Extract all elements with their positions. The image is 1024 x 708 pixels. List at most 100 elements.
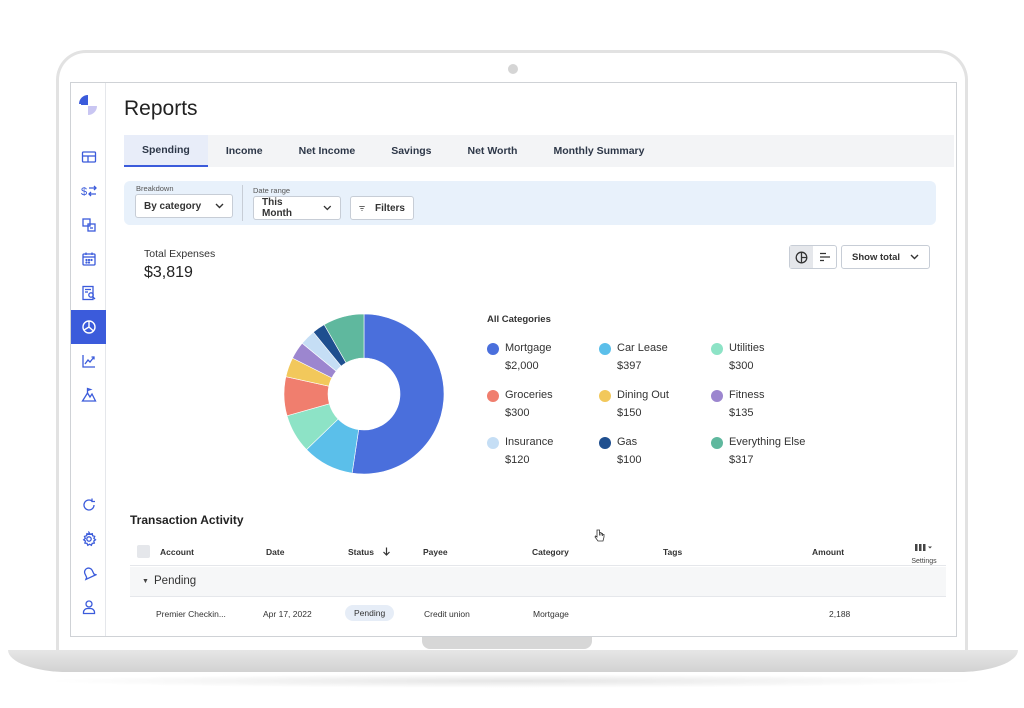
tab-savings[interactable]: Savings	[391, 145, 432, 157]
select-all-checkbox[interactable]	[137, 545, 150, 558]
donut-slice-mortgage[interactable]	[351, 313, 445, 475]
legend-item[interactable]: Mortgage $2,000	[487, 340, 607, 376]
tab-monthly-summary[interactable]: Monthly Summary	[553, 145, 645, 157]
breakdown-value: By category	[144, 200, 202, 212]
date-range-value: This Month	[262, 197, 292, 219]
legend-item[interactable]: Insurance $120	[487, 434, 607, 470]
date-range-label: Date range	[253, 186, 291, 195]
legend-item[interactable]: Fitness $135	[711, 387, 831, 423]
filters-label: Filters	[374, 202, 405, 214]
cell-account: Premier Checkin...	[156, 609, 226, 619]
laptop-notch	[422, 637, 592, 649]
total-expenses-label: Total Expenses	[144, 248, 216, 260]
column-payee[interactable]: Payee	[423, 547, 448, 557]
tab-net-worth[interactable]: Net Worth	[467, 145, 518, 157]
filter-divider	[242, 185, 243, 221]
tab-spending[interactable]: Spending	[124, 135, 208, 167]
app-logo	[79, 95, 97, 115]
laptop-shadow	[40, 674, 984, 688]
app-screen: $ Reports	[70, 82, 957, 637]
legend-item[interactable]: Everything Else $317	[711, 434, 831, 470]
investments-icon[interactable]	[71, 344, 106, 378]
filter-icon	[359, 205, 365, 211]
legend-value: $397	[617, 360, 642, 372]
reports-icon[interactable]	[71, 310, 106, 344]
chevron-down-icon	[323, 205, 332, 211]
column-date[interactable]: Date	[266, 547, 285, 557]
column-account[interactable]: Account	[160, 547, 194, 557]
legend-value: $120	[505, 454, 530, 466]
legend-value: $300	[505, 407, 530, 419]
chevron-down-icon	[215, 203, 224, 209]
pending-group-row[interactable]: ▼ Pending	[130, 567, 946, 597]
status-badge: Pending	[345, 605, 395, 621]
profile-icon[interactable]	[71, 590, 106, 624]
dashboard-icon[interactable]	[71, 140, 106, 174]
filter-bar: Breakdown By category Date range This Mo…	[124, 181, 936, 225]
bar-view-button[interactable]	[813, 246, 836, 268]
laptop-base	[8, 650, 1018, 672]
legend-item[interactable]: Groceries $300	[487, 387, 607, 423]
legend-label: Everything Else	[729, 436, 806, 448]
legend-color-dot	[487, 390, 499, 402]
legend-color-dot	[487, 343, 499, 355]
column-status-label: Status	[348, 547, 374, 557]
table-row[interactable]: Premier Checkin... Apr 17, 2022 Pending …	[130, 599, 946, 629]
legend-item[interactable]: Gas $100	[599, 434, 719, 470]
show-total-select[interactable]: Show total	[841, 245, 930, 269]
donut-slice-everything-else[interactable]	[323, 313, 365, 364]
legend-value: $300	[729, 360, 754, 372]
sidebar: $	[71, 83, 106, 636]
cell-date: Apr 17, 2022	[263, 609, 312, 619]
column-category[interactable]: Category	[532, 547, 569, 557]
page-title: Reports	[124, 97, 198, 120]
legend-color-dot	[711, 390, 723, 402]
legend-color-dot	[711, 437, 723, 449]
legend-color-dot	[599, 390, 611, 402]
legend-color-dot	[487, 437, 499, 449]
filters-button[interactable]: Filters	[350, 196, 414, 220]
refresh-icon[interactable]	[71, 488, 106, 522]
pie-view-button[interactable]	[790, 246, 813, 268]
legend-value: $317	[729, 454, 754, 466]
date-range-select[interactable]: This Month	[253, 196, 341, 220]
main-content: Reports Spending Income Net Income Savin…	[106, 83, 956, 636]
legend-value: $135	[729, 407, 754, 419]
column-settings-button[interactable]: Settings	[906, 539, 942, 565]
column-status[interactable]: Status	[348, 547, 391, 557]
transactions-icon[interactable]: $	[71, 174, 106, 208]
legend-item[interactable]: Utilities $300	[711, 340, 831, 376]
legend-item[interactable]: Dining Out $150	[599, 387, 719, 423]
settings-icon[interactable]	[71, 522, 106, 556]
legend-value: $150	[617, 407, 642, 419]
breakdown-select[interactable]: By category	[135, 194, 233, 218]
reports-search-icon[interactable]	[71, 276, 106, 310]
legend-label: Mortgage	[505, 342, 552, 354]
notifications-icon[interactable]	[71, 556, 106, 590]
legend-title: All Categories	[487, 314, 551, 325]
caret-down-icon: ▼	[142, 578, 149, 585]
legend-label: Dining Out	[617, 389, 669, 401]
legend-color-dot	[599, 437, 611, 449]
tab-income[interactable]: Income	[225, 145, 263, 157]
legend-label: Car Lease	[617, 342, 668, 354]
legend-color-dot	[711, 343, 723, 355]
mouse-cursor-icon	[594, 529, 605, 542]
laptop-camera	[508, 64, 518, 74]
legend-label: Gas	[617, 436, 638, 448]
legend-item[interactable]: Car Lease $397	[599, 340, 719, 376]
budget-icon[interactable]	[71, 208, 106, 242]
spending-donut-chart	[283, 313, 445, 475]
legend-value: $100	[617, 454, 642, 466]
settings-label: Settings	[911, 558, 937, 565]
column-tags[interactable]: Tags	[663, 547, 683, 557]
calendar-icon[interactable]	[71, 242, 106, 276]
columns-icon	[915, 544, 932, 551]
legend-label: Fitness	[729, 389, 765, 401]
column-amount[interactable]: Amount	[812, 547, 845, 557]
tab-net-income[interactable]: Net Income	[298, 145, 356, 157]
chart-view-toggle	[789, 245, 837, 269]
goals-icon[interactable]	[71, 378, 106, 412]
chevron-down-icon	[910, 254, 919, 260]
legend-label: Groceries	[505, 389, 553, 401]
